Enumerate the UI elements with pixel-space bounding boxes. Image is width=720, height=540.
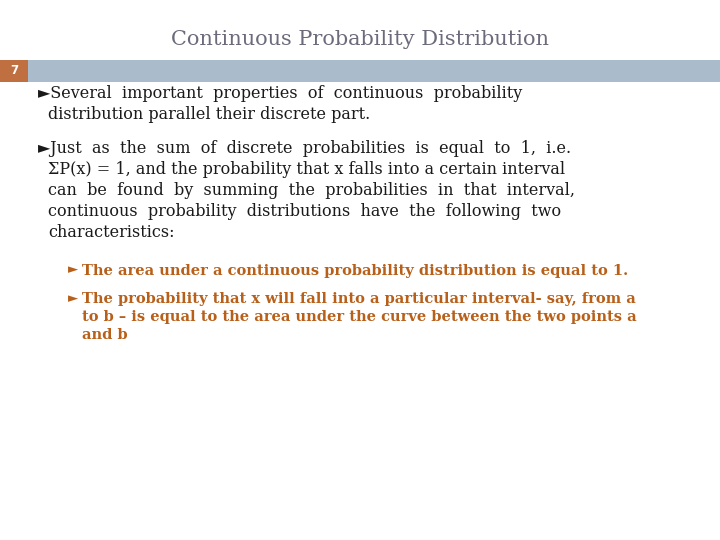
Text: ►: ► bbox=[68, 264, 78, 276]
Text: Continuous Probability Distribution: Continuous Probability Distribution bbox=[171, 30, 549, 49]
Text: ►Several  important  properties  of  continuous  probability: ►Several important properties of continu… bbox=[38, 85, 522, 102]
Text: ►: ► bbox=[68, 292, 78, 305]
Text: characteristics:: characteristics: bbox=[48, 224, 174, 241]
Text: continuous  probability  distributions  have  the  following  two: continuous probability distributions hav… bbox=[48, 202, 561, 220]
Text: and b: and b bbox=[82, 328, 127, 342]
Text: distribution parallel their discrete part.: distribution parallel their discrete par… bbox=[48, 106, 370, 123]
Text: can  be  found  by  summing  the  probabilities  in  that  interval,: can be found by summing the probabilitie… bbox=[48, 181, 575, 199]
Bar bbox=[0, 60, 720, 82]
Text: 7: 7 bbox=[10, 64, 18, 78]
Bar bbox=[0, 60, 28, 82]
Text: The area under a continuous probability distribution is equal to 1.: The area under a continuous probability … bbox=[82, 264, 628, 278]
Text: ►Just  as  the  sum  of  discrete  probabilities  is  equal  to  1,  i.e.: ►Just as the sum of discrete probabiliti… bbox=[38, 140, 571, 157]
Text: The probability that x will fall into a particular interval- say, from a: The probability that x will fall into a … bbox=[82, 292, 636, 306]
Text: ΣP(x) = 1, and the probability that x falls into a certain interval: ΣP(x) = 1, and the probability that x fa… bbox=[48, 160, 565, 178]
Text: to b – is equal to the area under the curve between the two points a: to b – is equal to the area under the cu… bbox=[82, 310, 636, 325]
